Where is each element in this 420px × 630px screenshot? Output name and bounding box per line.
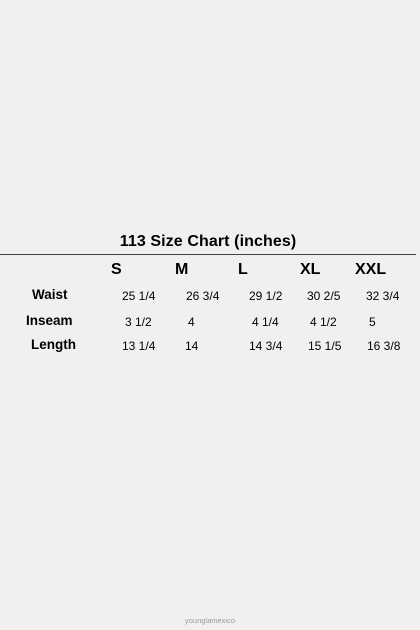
length-s: 13 1/4 — [122, 339, 156, 353]
length-m: 14 — [185, 339, 199, 353]
size-header-m: M — [175, 261, 189, 278]
inseam-xxl: 5 — [369, 315, 376, 329]
waist-l: 29 1/2 — [249, 289, 283, 303]
inseam-xl: 4 1/2 — [310, 315, 337, 329]
size-header-l: L — [238, 261, 248, 278]
size-header-xl: XL — [300, 261, 321, 278]
title-divider — [0, 254, 416, 255]
inseam-m: 4 — [188, 315, 195, 329]
length-xxl: 16 3/8 — [367, 339, 401, 353]
size-header-xxl: XXL — [355, 261, 387, 278]
waist-xl: 30 2/5 — [307, 289, 341, 303]
size-header-s: S — [111, 261, 122, 278]
waist-xxl: 32 3/4 — [366, 289, 400, 303]
inseam-s: 3 1/2 — [125, 315, 152, 329]
length-l: 14 3/4 — [249, 339, 283, 353]
watermark: younglamexico — [184, 616, 236, 625]
waist-m: 26 3/4 — [186, 289, 220, 303]
length-xl: 15 1/5 — [308, 339, 342, 353]
waist-s: 25 1/4 — [122, 289, 156, 303]
row-label-inseam: Inseam — [26, 313, 73, 328]
page-title: 113 Size Chart (inches) — [119, 233, 297, 250]
inseam-l: 4 1/4 — [252, 315, 279, 329]
row-label-length: Length — [31, 337, 76, 352]
row-label-waist: Waist — [32, 287, 68, 302]
